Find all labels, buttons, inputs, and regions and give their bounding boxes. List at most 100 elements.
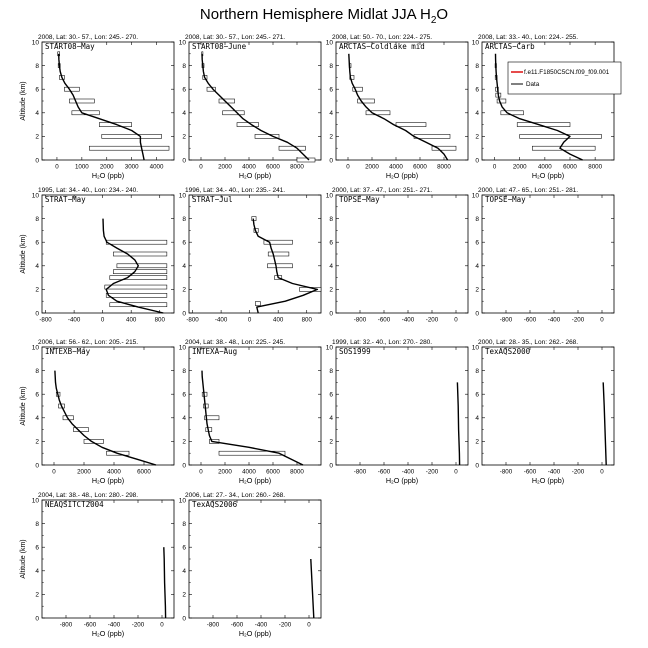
y-tick-label: 4 [35,110,39,117]
panel-title: INTEXB−May [45,347,91,356]
y-tick-label: 6 [35,392,39,399]
y-tick-label: 10 [179,39,187,46]
x-tick-label: -400 [255,622,268,629]
data-bar [64,86,80,92]
panel-8: 2000, Lat: 47.- 65., Lon: 251.- 281.TOPS… [472,187,615,324]
x-tick-label: 6000 [563,164,577,171]
x-tick-label: -400 [68,317,81,324]
panel-header: 2008, Lat: 30.- 57., Lon: 245.- 271. [185,34,285,41]
y-tick-label: 10 [32,497,40,504]
panel-header: 2000, Lat: 28.- 35., Lon: 262.- 268. [478,339,578,346]
y-tick-label: 8 [329,63,333,70]
y-tick-label: 0 [329,462,333,469]
x-tick-label: -800 [39,317,52,324]
model-profile-line [201,370,304,466]
data-bar [365,110,391,116]
plot-frame [41,499,175,619]
x-tick-label: 400 [126,317,137,324]
x-tick-label: -600 [231,622,244,629]
y-tick-label: 10 [179,497,187,504]
data-bar [101,134,162,139]
data-bar [105,239,168,245]
data-bar [267,251,290,257]
x-tick-label: 4000 [242,469,256,476]
data-bar [395,122,427,127]
y-tick-label: 0 [329,157,333,164]
model-profile-line [163,547,167,619]
panel-2: 2008, Lat: 30.- 57., Lon: 245.- 271.STAR… [179,34,322,180]
y-tick-label: 8 [35,63,39,70]
x-tick-label: -800 [354,469,367,476]
data-bar [116,263,168,269]
y-tick-label: 6 [475,240,479,247]
x-tick-label: -600 [378,317,391,324]
panel-11: 1999, Lat: 32.- 40., Lon: 270.- 280.SOS1… [326,339,469,485]
panel-header: 2004, Lat: 38.- 48., Lon: 225.- 245. [185,339,285,346]
y-tick-label: 8 [475,368,479,375]
y-tick-label: 8 [329,368,333,375]
x-tick-label: 0 [454,469,458,476]
model-profile-line [58,53,145,161]
x-tick-label: -200 [426,469,439,476]
y-tick-label: 4 [329,110,333,117]
data-bar [352,86,363,92]
y-tick-label: 0 [182,462,186,469]
y-tick-label: 4 [475,110,479,117]
y-tick-label: 4 [35,415,39,422]
x-tick-label: 0 [600,469,604,476]
model-profile-line [201,53,310,161]
y-tick-label: 10 [472,344,480,351]
x-axis-label: H₂O (ppb) [386,171,418,180]
x-tick-label: -400 [215,317,228,324]
y-tick-label: 8 [35,216,39,223]
panel-10: 2004, Lat: 38.- 48., Lon: 225.- 245.INTE… [179,339,322,485]
x-tick-label: 2000 [77,469,91,476]
data-bar [263,239,293,245]
panel-header: 2006, Lat: 56.- 62., Lon: 205.- 215. [38,339,138,346]
y-tick-label: 6 [475,87,479,94]
y-tick-label: 6 [329,87,333,94]
y-tick-label: 10 [32,39,40,46]
y-tick-label: 0 [182,310,186,317]
panel-title: TOPSE−May [485,195,526,204]
x-tick-label: -400 [548,317,561,324]
x-axis-label: H₂O (ppb) [92,629,124,638]
panel-header: 2008, Lat: 30.- 57., Lon: 245.- 270. [38,34,138,41]
data-bar [496,98,507,104]
x-tick-label: 0 [199,164,203,171]
panel-title: ARCTAS−Coldlake mid [339,42,425,51]
plot-frame [481,194,615,314]
y-tick-label: 6 [329,392,333,399]
data-bar [222,110,245,116]
panel-3: 2008, Lat: 50.- 70., Lon: 224.- 275.ARCT… [326,34,469,180]
x-axis-label: H₂O (ppb) [386,476,418,485]
x-tick-label: 0 [454,317,458,324]
panel-title: SOS1999 [339,347,371,356]
y-tick-label: 8 [329,216,333,223]
data-bar [104,284,168,290]
data-bar [278,145,306,151]
y-tick-label: 2 [329,287,333,294]
plot-frame [481,346,615,466]
panel-6: 1996, Lat: 34.- 40., Lon: 235.- 241.STRA… [179,187,322,324]
panel-1: 2008, Lat: 30.- 57., Lon: 245.- 270.STAR… [20,34,175,180]
x-tick-label: 0 [55,164,59,171]
y-tick-label: 2 [35,592,39,599]
x-tick-label: -200 [572,469,585,476]
x-tick-label: -800 [500,317,513,324]
model-profile-line [252,218,319,314]
x-tick-label: 0 [160,622,164,629]
x-axis-label: H₂O (ppb) [92,171,124,180]
y-tick-label: 4 [182,110,186,117]
panel-title: START08−June [192,42,247,51]
y-tick-label: 8 [475,63,479,70]
x-tick-label: -400 [402,317,415,324]
y-tick-label: 8 [182,216,186,223]
y-tick-label: 2 [329,134,333,141]
x-tick-label: 4000 [389,164,403,171]
y-tick-label: 10 [326,192,334,199]
x-tick-label: 4000 [242,164,256,171]
panel-header: 2008, Lat: 33.- 40., Lon: 224.- 255. [478,34,578,41]
x-tick-label: -600 [84,622,97,629]
y-tick-label: 6 [182,87,186,94]
